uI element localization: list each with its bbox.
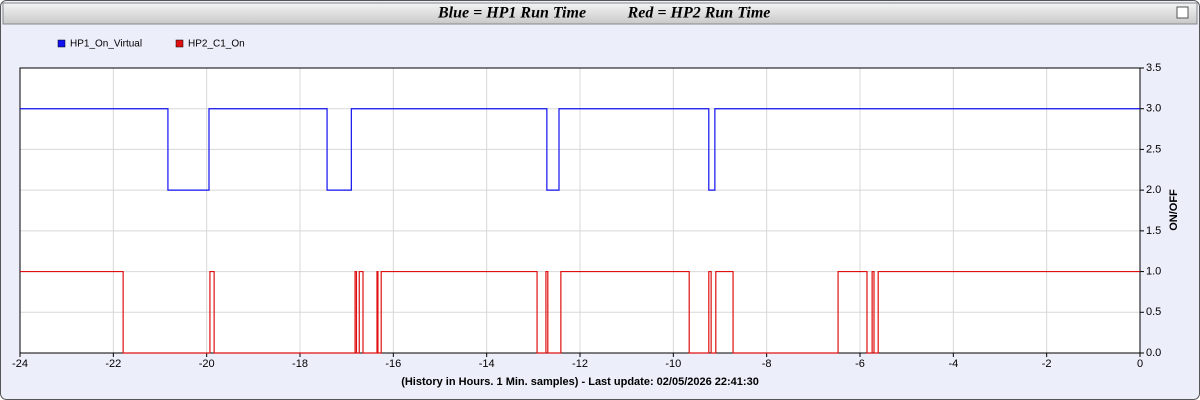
legend-swatch	[175, 39, 184, 48]
x-axis-label: (History in Hours. 1 Min. samples) - Las…	[401, 376, 759, 388]
x-tick-label: 0	[1137, 358, 1143, 370]
window-button[interactable]	[1176, 6, 1189, 19]
x-tick-label: -2	[1042, 358, 1052, 370]
x-tick-label: -10	[665, 358, 681, 370]
y-tick-label: 2.0	[1146, 184, 1161, 196]
y-tick-label: 0.0	[1146, 347, 1161, 359]
legend-swatch	[57, 39, 66, 48]
series-line	[20, 270, 1140, 354]
x-tick-label: -20	[199, 358, 215, 370]
y-tick-label: 1.0	[1146, 265, 1161, 277]
axis-frame	[19, 67, 1141, 354]
x-tick-label: -8	[762, 358, 772, 370]
x-tick-label: -14	[479, 358, 495, 370]
series-line	[20, 108, 1140, 191]
chart-title: Red = HP2 Run Time	[627, 5, 771, 22]
x-tick-label: -6	[855, 358, 865, 370]
y-tick-label: 3.5	[1146, 62, 1161, 74]
y-axis-label: ON/OFF	[1168, 189, 1180, 231]
legend-label: HP1_On_Virtual	[70, 39, 142, 50]
x-tick-label: -4	[948, 358, 958, 370]
x-tick-label: -24	[12, 358, 28, 370]
title-bar	[2, 2, 1198, 25]
x-tick-label: -16	[385, 358, 401, 370]
y-tick-label: 2.5	[1146, 143, 1161, 155]
y-tick-label: 0.5	[1146, 306, 1161, 318]
x-tick-label: -18	[292, 358, 308, 370]
y-tick-label: 1.5	[1146, 225, 1161, 237]
legend-label: HP2_C1_On	[188, 39, 245, 50]
x-tick-label: -22	[105, 358, 121, 370]
chart-title: Blue = HP1 Run Time	[437, 5, 586, 22]
y-tick-label: 3.0	[1146, 103, 1161, 115]
x-tick-label: -12	[572, 358, 588, 370]
